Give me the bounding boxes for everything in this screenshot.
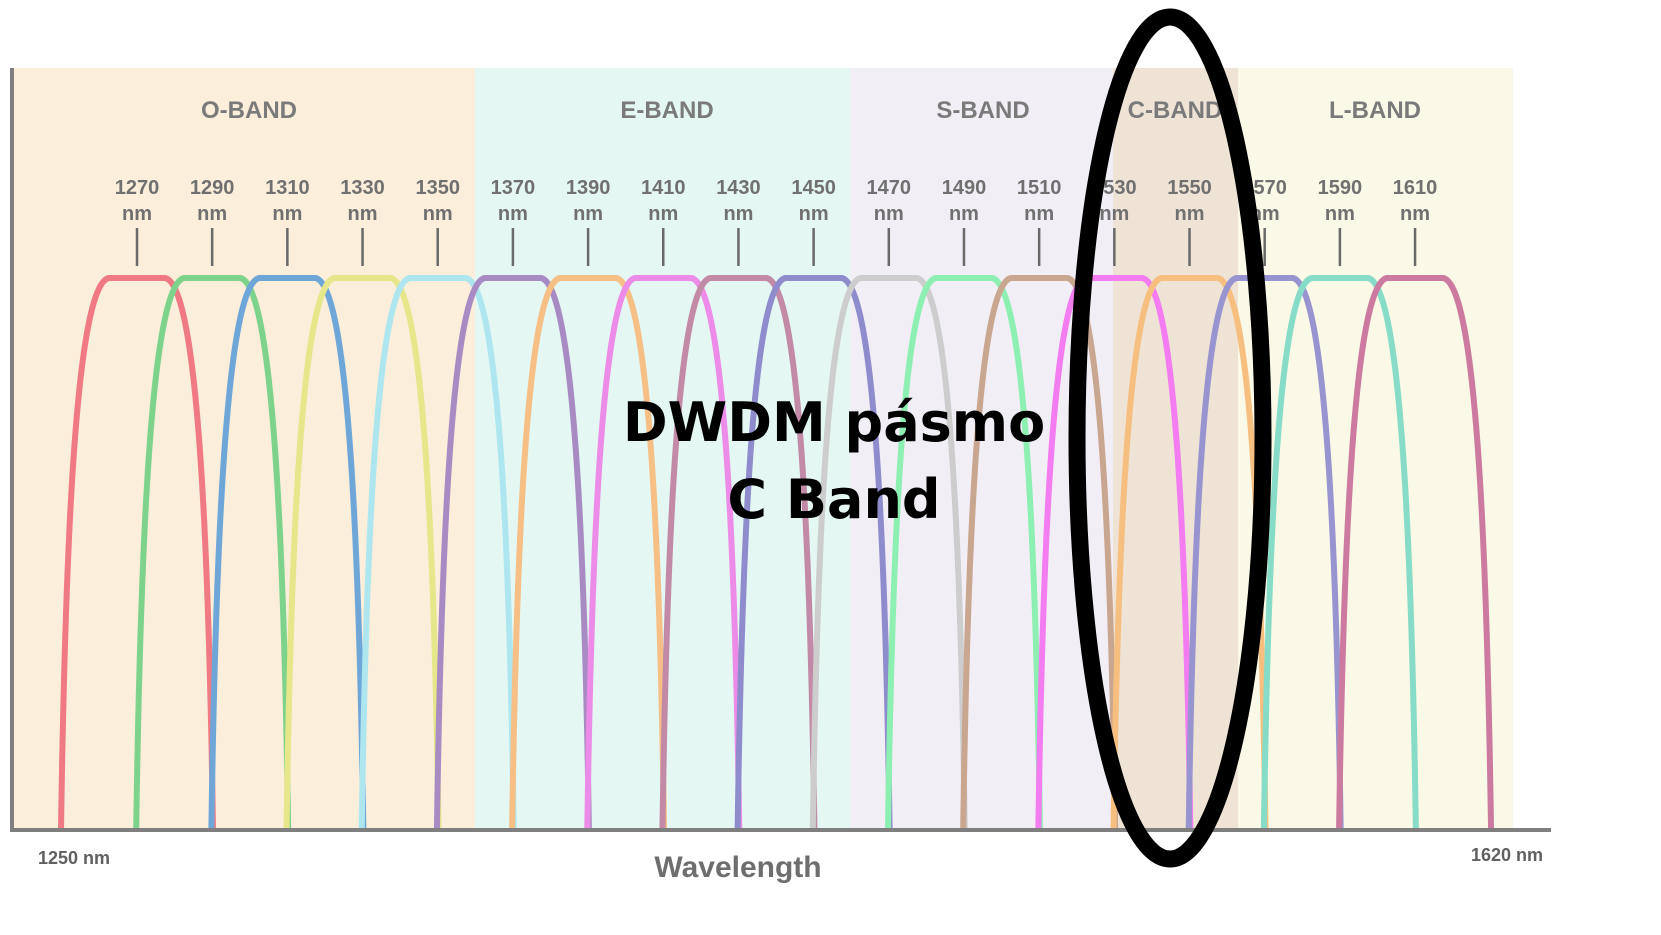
channel-curve-1530 (1035, 275, 1194, 831)
band-label-o-band: O-BAND (201, 97, 297, 124)
channel-curve-1290 (133, 275, 292, 831)
channel-unit-1610: nm (1400, 203, 1430, 225)
x-axis-end-label: 1620 nm (1471, 845, 1543, 865)
channel-label-1510: 1510 (1017, 177, 1062, 199)
channel-label-1470: 1470 (867, 177, 912, 199)
axes (10, 68, 1551, 832)
channel-label-1550: 1550 (1167, 177, 1212, 199)
channel-label-1290: 1290 (190, 177, 235, 199)
channel-unit-1290: nm (197, 203, 227, 225)
channel-label-1590: 1590 (1318, 177, 1363, 199)
channel-unit-1310: nm (272, 203, 302, 225)
band-label-e-band: E-BAND (620, 97, 713, 124)
channel-label-1310: 1310 (265, 177, 310, 199)
channel-curve-1510 (960, 275, 1119, 831)
channel-curve-1270 (58, 275, 216, 831)
band-bg-l-band (1238, 68, 1513, 830)
band-label-s-band: S-BAND (936, 97, 1029, 124)
channel-curve-1470 (809, 275, 968, 831)
channel-unit-1430: nm (723, 203, 753, 225)
channel-label-1390: 1390 (566, 177, 611, 199)
channel-curve-1330 (283, 275, 442, 831)
channel-unit-1350: nm (423, 203, 453, 225)
channel-curve-1370 (433, 275, 592, 831)
annotation-line-1: DWDM pásmo (623, 391, 1045, 454)
c-band-highlight-ellipse (1068, 8, 1272, 868)
channel-unit-1470: nm (874, 203, 904, 225)
channel-unit-1510: nm (1024, 203, 1054, 225)
band-labels: O-BAND E-BAND S-BAND C-BAND L-BAND (201, 97, 1421, 124)
channel-curve-1310 (208, 275, 367, 831)
channel-label-1370: 1370 (491, 177, 536, 199)
channel-label-1490: 1490 (942, 177, 987, 199)
channel-curve-1610 (1336, 275, 1495, 831)
channel-unit-1270: nm (122, 203, 152, 225)
channel-label-1350: 1350 (415, 177, 460, 199)
channel-curve-1410 (584, 275, 743, 831)
channel-label-1610: 1610 (1393, 177, 1438, 199)
channel-unit-1370: nm (498, 203, 528, 225)
band-backgrounds (12, 68, 1513, 830)
x-axis-title: Wavelength (654, 851, 821, 884)
channel-curve-1350 (358, 275, 517, 831)
channel-labels: 1270 nm 1290 nm 1310 nm 1330 nm 1350 nm 1370 nm 1390… (115, 177, 1438, 225)
channel-curve-1490 (884, 275, 1043, 831)
channel-curve-1570 (1185, 275, 1344, 831)
band-label-c-band: C-BAND (1128, 97, 1223, 124)
channel-label-1450: 1450 (791, 177, 836, 199)
channel-curve-1390 (509, 275, 668, 831)
channel-unit-1410: nm (648, 203, 678, 225)
channel-label-1270: 1270 (115, 177, 160, 199)
channel-curve-1590 (1260, 275, 1419, 831)
channel-curves (58, 275, 1495, 831)
channel-unit-1530: nm (1099, 203, 1129, 225)
channel-unit-1330: nm (348, 203, 378, 225)
channel-unit-1450: nm (799, 203, 829, 225)
channel-unit-1550: nm (1175, 203, 1205, 225)
channel-unit-1490: nm (949, 203, 979, 225)
channel-unit-1390: nm (573, 203, 603, 225)
annotation-line-2: C Band (727, 468, 940, 531)
channel-label-1430: 1430 (716, 177, 761, 199)
x-axis-start-label: 1250 nm (38, 848, 110, 868)
channel-curve-1430 (659, 275, 818, 831)
channel-label-1330: 1330 (340, 177, 385, 199)
channel-unit-1590: nm (1325, 203, 1355, 225)
channel-curve-1450 (734, 275, 893, 831)
band-bg-o-band (12, 68, 475, 830)
channel-ticks (135, 228, 1417, 266)
band-label-l-band: L-BAND (1329, 97, 1421, 124)
channel-label-1410: 1410 (641, 177, 686, 199)
